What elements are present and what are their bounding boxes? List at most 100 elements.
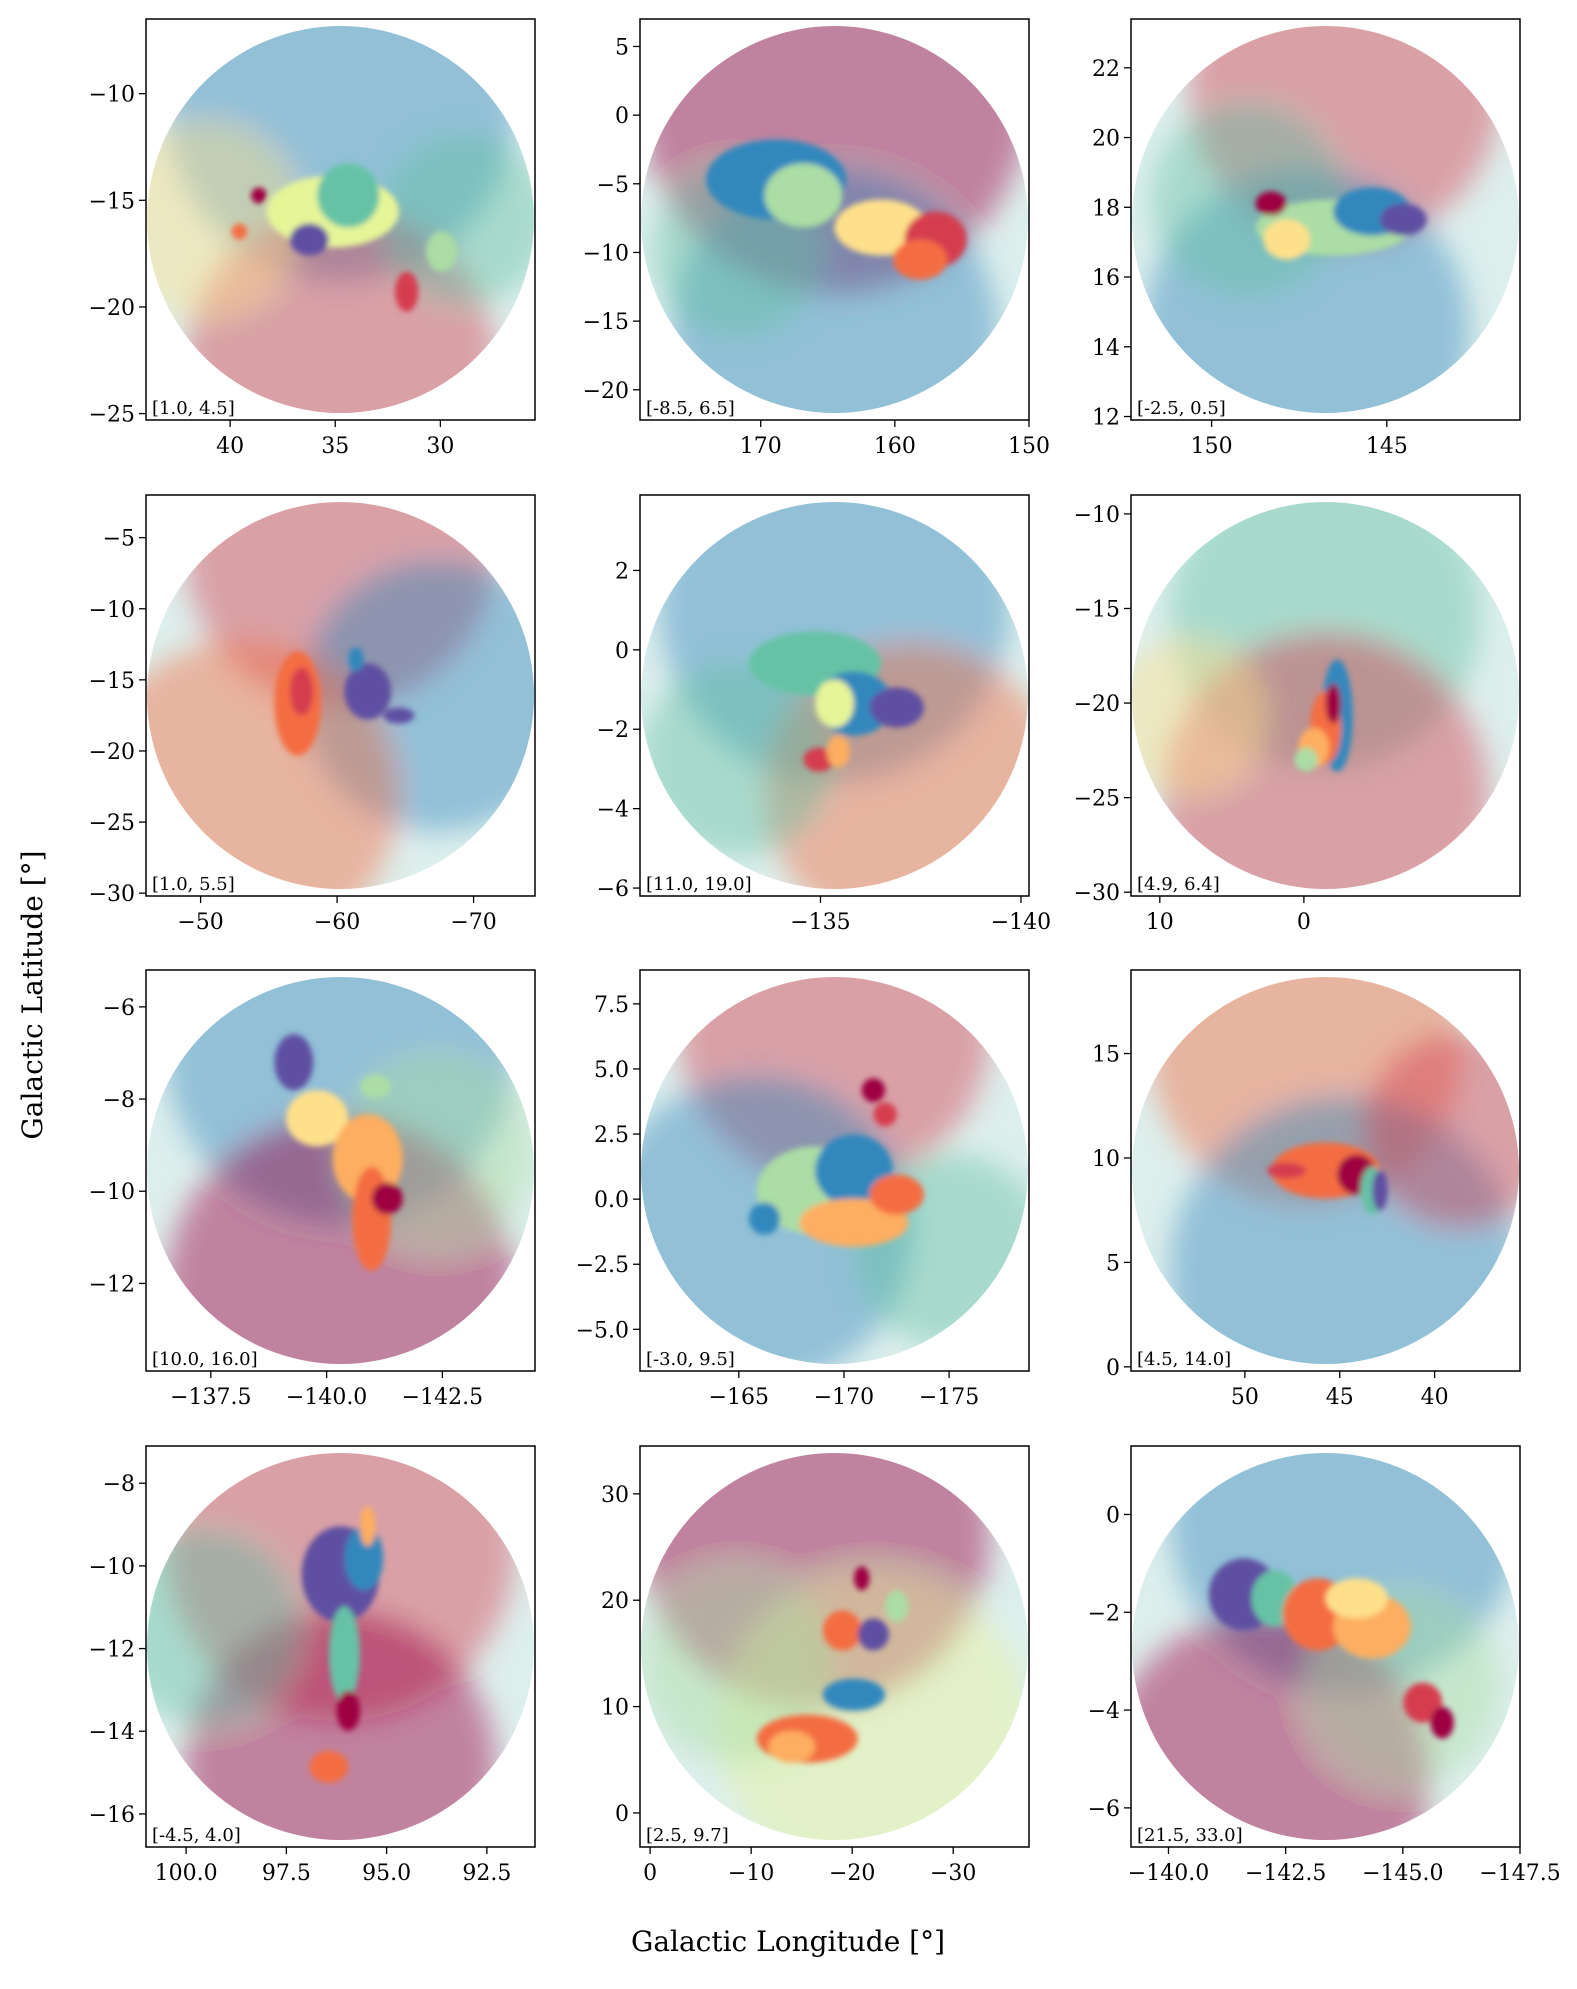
cloud-patch [861,1078,886,1103]
y-tick-label: −16 [89,1803,135,1828]
axes-frame [145,494,536,897]
x-tick-label: 35 [321,434,349,459]
cloud-patch [344,663,392,720]
cloud-patch [826,735,851,768]
y-tick-label: 5 [615,35,629,60]
range-label: [10.0, 16.0] [152,1349,258,1370]
cloud-patch [394,271,419,312]
cloud-patch [359,1506,376,1547]
x-tick-label: −142.5 [1245,1861,1326,1886]
y-tick-label: −14 [89,1720,135,1745]
y-tick-label: −30 [89,882,135,907]
y-tick-label: 18 [1092,196,1120,221]
cloud-region [706,139,967,280]
cloud-patch [286,1090,349,1147]
axes-frame [1130,969,1521,1372]
cloud-patch [332,1114,403,1203]
x-tick-label: 97.5 [262,1861,311,1886]
cloud-patch [885,1590,909,1623]
range-label: [1.0, 5.5] [152,874,235,895]
x-tick-label: 150 [1191,434,1233,459]
x-tick-label: −147.5 [1479,1861,1560,1886]
cloud-patch [231,223,248,240]
cloud-patch [1325,683,1342,724]
y-tick-label: −15 [89,189,135,214]
cloud-patch [822,1610,862,1651]
range-label: [11.0, 19.0] [646,874,752,895]
x-tick-label: −142.5 [402,1385,483,1410]
cloud-patch [371,1182,403,1215]
y-tick-label: −8 [103,1472,135,1497]
range-label: [1.0, 4.5] [152,398,235,419]
x-tick-label: −135 [790,910,850,935]
range-label: [4.5, 14.0] [1137,1349,1231,1370]
range-label: [-8.5, 6.5] [646,398,735,419]
cloud-patch [873,1102,897,1127]
cloud-patch [1263,219,1310,260]
y-tick-label: −5 [597,173,629,198]
y-tick-label: −20 [89,740,135,765]
x-tick-label: 170 [740,434,782,459]
x-tick-label: 92.5 [462,1861,511,1886]
y-tick-label: 30 [601,1483,629,1508]
cloud-patch [834,199,928,256]
panel-grid: 40 35 30−10−15−20−25 [1.0, 4.5]170 160 15050−… [89,18,1561,1886]
map-panel: −165 −170 −175 7.5 5.0 2.5 0.0 −2.5 −5.0 [-3.0, 9… [576,969,1030,1410]
cloud-patch [1325,1578,1388,1619]
cloud-patch [336,1690,360,1731]
x-tick-label: −140.0 [286,1385,367,1410]
axes-frame [639,18,1030,421]
x-tick-label: −50 [177,910,223,935]
x-tick-label: −30 [930,1861,976,1886]
cloud-patch [748,1202,781,1235]
y-tick-label: 15 [1092,1043,1120,1068]
y-tick-label: 0 [615,104,629,129]
x-tick-label: 95.0 [362,1861,411,1886]
background-map [641,26,1028,413]
cloud-patch [764,163,843,228]
cloud-patch [309,1750,349,1783]
x-tick-label: −140 [991,910,1051,935]
y-tick-label: −6 [1088,1797,1120,1822]
cloud-patch [1430,1706,1454,1739]
y-tick-label: −25 [89,403,135,428]
cloud-patch [869,1174,924,1215]
y-tick-label: −4 [1088,1699,1120,1724]
cloud-patch [822,1678,886,1711]
cloud-patch [383,707,415,724]
y-tick-label: −2.5 [576,1253,629,1278]
y-tick-label: 0 [1106,1503,1120,1528]
map-panel: 150 145 22 20 18 16 14 12 [-2.5, 0.5] [1092,18,1521,459]
cloud-region [1255,187,1427,260]
cloud-region [756,1566,909,1763]
y-tick-label: −15 [583,310,629,335]
y-tick-label: −5 [103,527,135,552]
y-tick-label: −4 [597,798,629,823]
x-tick-label: 30 [426,434,454,459]
x-tick-label: −60 [314,910,360,935]
y-tick-label: 12 [1092,406,1120,431]
y-tick-label: 14 [1092,336,1120,361]
x-tick-label: −145.0 [1362,1861,1443,1886]
y-tick-label: −30 [1074,881,1120,906]
y-tick-label: −20 [1074,692,1120,717]
y-tick-label: 0 [1106,1356,1120,1381]
y-axis-title: Galactic Latitude [°] [16,850,49,1139]
cloud-region [1267,1142,1388,1215]
x-tick-label: 40 [216,434,244,459]
cloud-patch [426,231,458,272]
cloud-patch [803,747,835,772]
axes-frame [145,18,536,421]
x-axis-title: Galactic Longitude [°] [631,1925,945,1958]
axes-frame [1130,18,1521,421]
y-tick-label: 0 [615,639,629,664]
cloud-patch [815,679,854,728]
y-tick-label: 0 [615,1802,629,1827]
x-tick-label: −175 [919,1385,979,1410]
y-tick-label: 22 [1092,57,1120,82]
y-tick-label: −10 [89,598,135,623]
cloud-region [231,163,458,312]
y-tick-label: 20 [1092,127,1120,152]
axes-frame [639,494,1030,897]
